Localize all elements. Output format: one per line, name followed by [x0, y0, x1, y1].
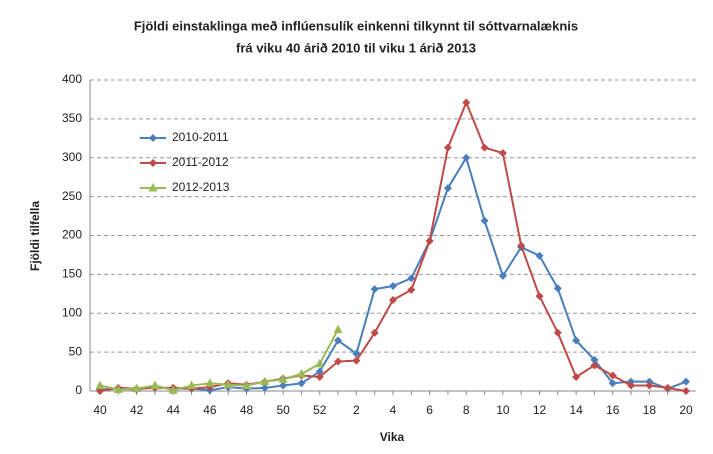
data-point	[663, 383, 672, 392]
data-point	[682, 387, 690, 395]
legend-marker	[149, 134, 157, 142]
data-point	[315, 367, 324, 376]
y-tick-label: 300	[62, 150, 82, 164]
data-point	[553, 328, 562, 337]
y-tick-label: 200	[62, 228, 82, 242]
data-point	[627, 381, 636, 390]
data-point	[296, 368, 306, 378]
legend-marker	[149, 159, 157, 167]
data-point	[572, 373, 581, 382]
y-tick-label: 100	[62, 305, 82, 319]
y-tick-label: 150	[62, 267, 82, 281]
data-point	[334, 357, 343, 366]
data-point	[242, 380, 251, 390]
data-point	[223, 379, 233, 389]
x-tick-label: 40	[93, 403, 107, 417]
data-point	[535, 251, 544, 260]
x-tick-label: 50	[276, 403, 290, 417]
x-tick-label: 8	[463, 403, 470, 417]
data-point	[572, 336, 581, 345]
x-tick-label: 6	[426, 403, 433, 417]
x-tick-label: 48	[240, 403, 254, 417]
x-tick-label: 20	[679, 403, 693, 417]
data-point	[682, 377, 690, 386]
x-tick-label: 18	[643, 403, 657, 417]
legend-marker	[148, 183, 158, 192]
y-tick-label: 250	[62, 189, 82, 203]
data-point	[279, 381, 288, 390]
data-point	[517, 241, 526, 250]
data-point	[205, 378, 215, 387]
data-point	[95, 380, 105, 390]
data-point	[553, 284, 562, 293]
y-tick-label: 0	[75, 383, 82, 397]
data-point	[168, 385, 178, 394]
data-point	[113, 384, 123, 393]
data-point	[187, 380, 197, 390]
y-tick-label: 400	[62, 72, 82, 86]
legend-label: 2010-2011	[172, 130, 229, 144]
data-point	[389, 296, 397, 305]
x-tick-label: 44	[167, 403, 181, 417]
data-point	[389, 282, 397, 291]
series-line	[99, 99, 687, 392]
x-tick-label: 16	[606, 403, 620, 417]
data-point	[462, 98, 471, 107]
data-point	[132, 383, 142, 393]
x-tick-label: 10	[496, 403, 510, 417]
data-point	[315, 358, 325, 368]
data-point	[608, 379, 617, 388]
y-tick-label: 350	[62, 111, 82, 125]
data-point	[590, 355, 599, 364]
x-tick-label: 4	[390, 403, 397, 417]
data-point	[150, 380, 160, 390]
y-tick-label: 50	[69, 344, 83, 358]
data-point	[608, 371, 617, 380]
data-point	[297, 379, 306, 388]
data-point	[590, 361, 599, 370]
data-point	[480, 143, 489, 152]
x-tick-label: 42	[130, 403, 144, 417]
data-point	[260, 376, 270, 386]
data-point	[425, 236, 434, 245]
data-point	[443, 184, 452, 193]
data-point	[352, 349, 361, 358]
x-tick-label: 14	[569, 403, 583, 417]
chart-subtitle: frá viku 40 árið 2010 til viku 1 árið 20…	[236, 40, 476, 55]
data-point	[498, 149, 507, 158]
data-point	[535, 292, 544, 301]
data-point	[498, 271, 507, 280]
chart-title: Fjöldi einstaklinga með inflúensulík ein…	[134, 18, 578, 33]
x-axis-title: Vika	[380, 430, 405, 444]
x-tick-label: 2	[353, 403, 360, 417]
data-point	[334, 336, 343, 345]
data-point	[370, 285, 379, 294]
data-point	[443, 143, 452, 152]
x-tick-label: 52	[313, 403, 327, 417]
data-point	[278, 374, 288, 383]
legend-label: 2012-2013	[172, 180, 230, 194]
data-point	[480, 216, 489, 225]
data-point	[352, 356, 361, 365]
data-point	[407, 274, 416, 283]
y-axis-title: Fjöldi tilfella	[28, 201, 42, 271]
data-point	[645, 381, 654, 390]
data-point	[315, 373, 324, 382]
data-point	[407, 285, 416, 294]
legend-label: 2011-2012	[172, 155, 229, 169]
x-tick-label: 46	[203, 403, 217, 417]
data-point	[260, 383, 269, 392]
data-point	[333, 324, 343, 334]
data-point	[462, 153, 471, 162]
x-tick-label: 12	[533, 403, 547, 417]
data-point	[370, 328, 379, 337]
